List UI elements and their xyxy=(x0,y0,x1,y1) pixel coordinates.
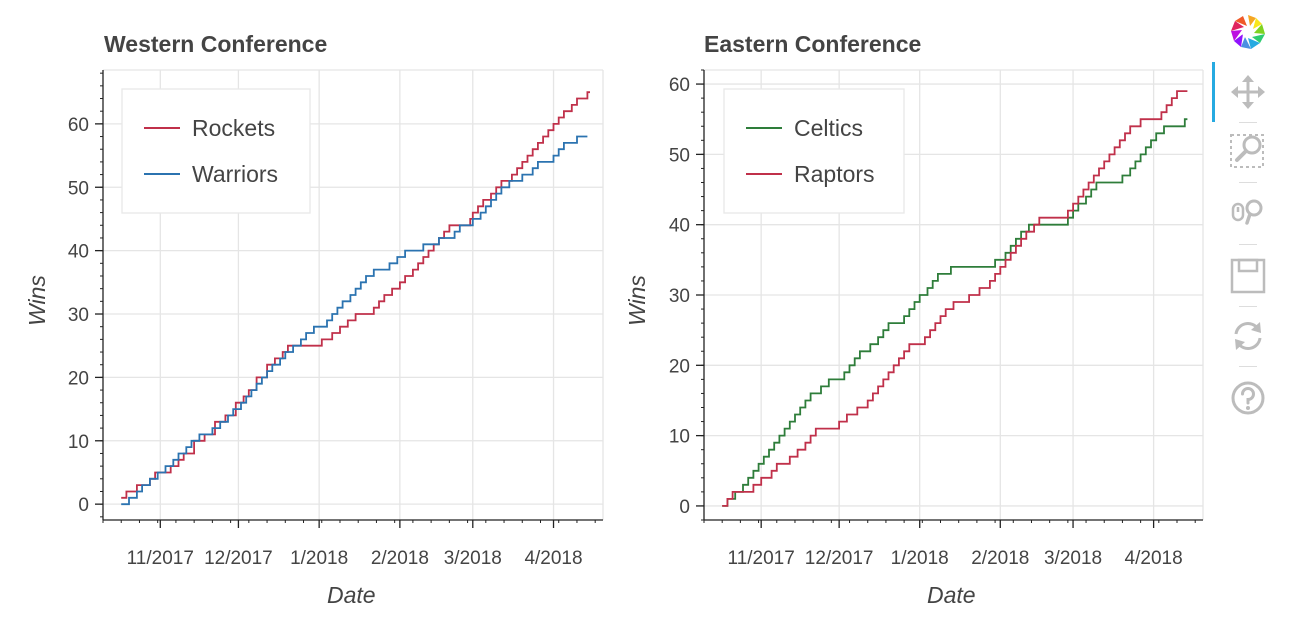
x-tick-label: 4/2018 xyxy=(524,548,582,569)
help-icon[interactable] xyxy=(1228,378,1268,418)
legend-box xyxy=(121,88,311,214)
y-tick-label: 60 xyxy=(669,75,690,96)
series-group xyxy=(722,90,1188,507)
x-tick-label: 2/2018 xyxy=(371,548,429,569)
y-tick-label: 20 xyxy=(68,368,89,389)
save-icon[interactable] xyxy=(1228,256,1268,296)
series-group xyxy=(121,91,590,506)
toolbar-separator xyxy=(1239,366,1257,367)
x-axis: 11/2017 12/2017 1/2018 2/2018 3/2018 4/2018 xyxy=(703,519,1203,569)
chart-title: Eastern Conference xyxy=(704,31,922,57)
y-tick-label: 40 xyxy=(68,242,89,263)
toolbar-separator xyxy=(1239,182,1257,183)
reset-icon[interactable] xyxy=(1228,316,1268,356)
plot-eastern-conference[interactable]: 0 10 20 30 40 50 60 11/2017 12/2017 1/2018 2/2018 3… xyxy=(610,0,1210,642)
x-axis-label: Date xyxy=(927,582,976,608)
legend-box xyxy=(723,88,905,214)
y-tick-label: 40 xyxy=(669,216,690,237)
y-tick-label: 0 xyxy=(679,497,690,518)
series-line-raptors[interactable] xyxy=(722,90,1188,507)
x-tick-label: 11/2017 xyxy=(127,548,194,569)
y-tick-label: 50 xyxy=(669,145,690,166)
series-line-celtics[interactable] xyxy=(722,118,1188,507)
legend-label-celtics: Celtics xyxy=(794,115,863,141)
chart-eastern-conference[interactable]: 0 10 20 30 40 50 60 11/2017 12/2017 1/2018 2/2018 3… xyxy=(610,0,1210,642)
series-line-warriors[interactable] xyxy=(121,135,588,506)
x-tick-label: 3/2018 xyxy=(444,548,502,569)
y-tick-label: 60 xyxy=(68,115,89,136)
x-tick-label: 4/2018 xyxy=(1125,548,1183,569)
x-axis: 11/2017 12/2017 1/2018 2/2018 3/2018 4/2018 xyxy=(102,519,603,569)
legend[interactable]: Celtics Raptors xyxy=(723,88,905,214)
box-zoom-icon[interactable] xyxy=(1228,130,1268,170)
y-axis: 0 10 20 30 40 50 60 xyxy=(669,69,705,521)
x-tick-label: 12/2017 xyxy=(805,548,874,569)
chart-western-conference[interactable]: 0 10 20 30 40 50 60 11/2017 12/2017 1/2018 2/2018 3… xyxy=(0,0,610,642)
y-tick-label: 50 xyxy=(68,178,89,199)
legend-label-raptors: Raptors xyxy=(794,161,875,187)
legend-label-rockets: Rockets xyxy=(192,115,275,141)
x-tick-label: 3/2018 xyxy=(1044,548,1102,569)
x-tick-label: 1/2018 xyxy=(290,548,348,569)
legend[interactable]: Rockets Warriors xyxy=(121,88,311,214)
x-tick-label: 11/2017 xyxy=(728,548,795,569)
x-tick-label: 2/2018 xyxy=(971,548,1029,569)
chart-title: Western Conference xyxy=(104,31,328,57)
y-axis: 0 10 20 30 40 50 60 xyxy=(68,70,104,520)
y-tick-label: 30 xyxy=(68,305,89,326)
pan-icon[interactable] xyxy=(1228,72,1268,112)
y-tick-label: 10 xyxy=(68,432,89,453)
toolbar-separator xyxy=(1239,122,1257,123)
toolbar xyxy=(1212,0,1290,642)
bokeh-logo-icon[interactable] xyxy=(1228,12,1268,52)
y-axis-label: Wins xyxy=(24,275,50,326)
y-axis-label: Wins xyxy=(624,275,650,326)
x-tick-label: 1/2018 xyxy=(891,548,949,569)
legend-label-warriors: Warriors xyxy=(192,161,278,187)
y-tick-label: 10 xyxy=(669,427,690,448)
toolbar-separator xyxy=(1239,244,1257,245)
toolbar-separator xyxy=(1239,306,1257,307)
y-tick-label: 20 xyxy=(669,356,690,377)
series-line-rockets[interactable] xyxy=(121,91,590,499)
x-tick-label: 12/2017 xyxy=(204,548,273,569)
y-tick-label: 0 xyxy=(78,495,89,516)
active-tool-indicator xyxy=(1212,62,1215,122)
y-tick-label: 30 xyxy=(669,286,690,307)
wheel-zoom-icon[interactable] xyxy=(1228,192,1268,232)
x-axis-label: Date xyxy=(327,582,376,608)
plot-western-conference[interactable]: 0 10 20 30 40 50 60 11/2017 12/2017 1/2018 2/2018 3… xyxy=(0,0,610,642)
